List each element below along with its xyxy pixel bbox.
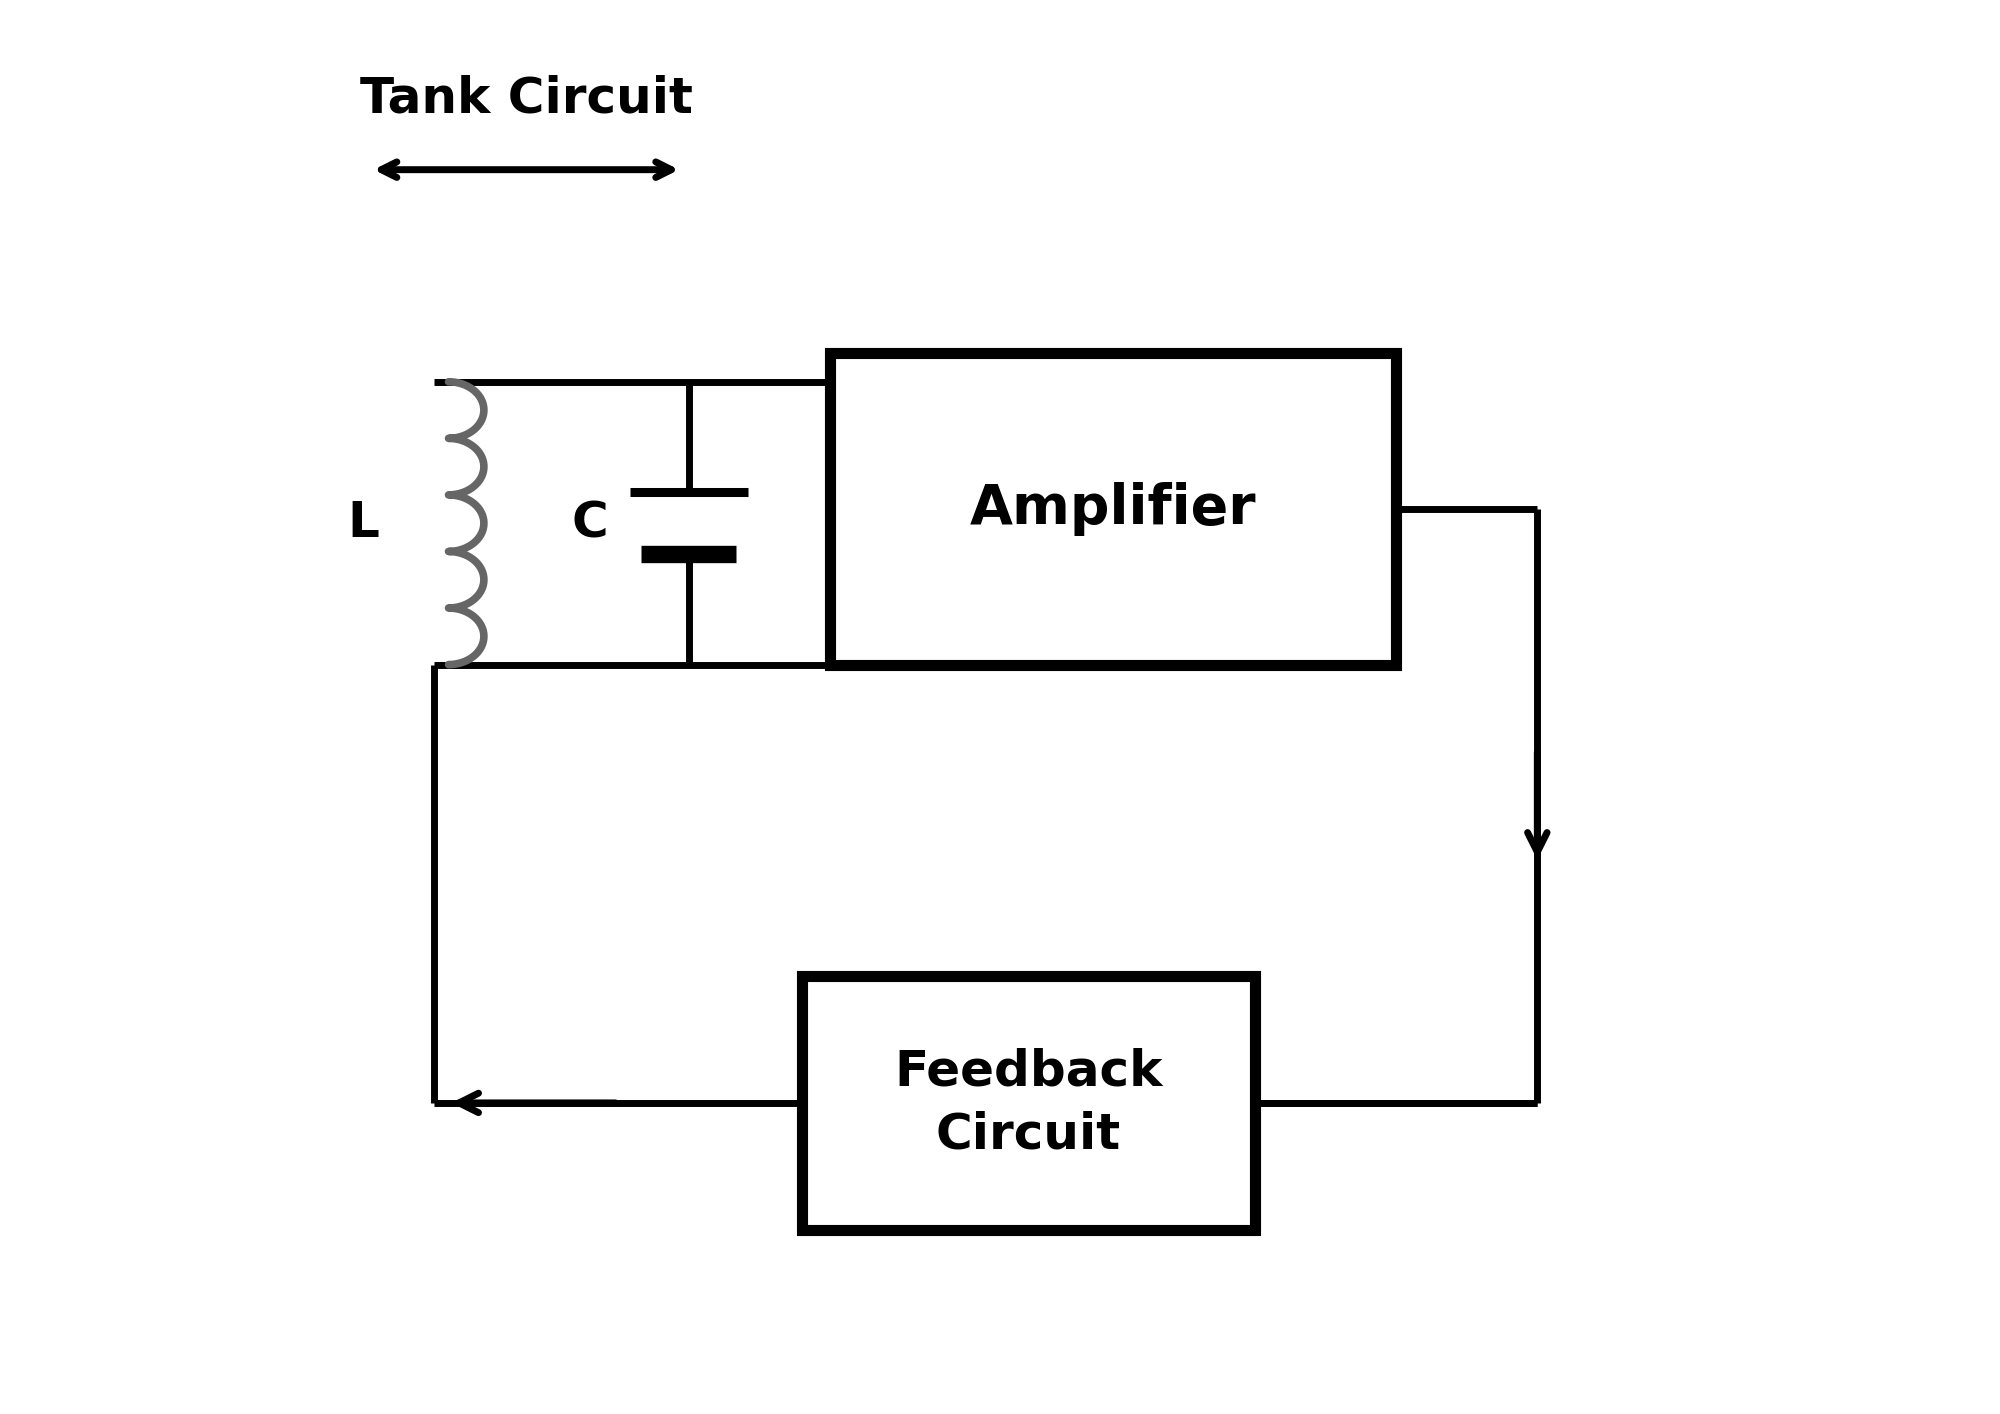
Text: L: L	[348, 499, 380, 547]
Text: Tank Circuit: Tank Circuit	[360, 75, 692, 123]
Text: Feedback
Circuit: Feedback Circuit	[894, 1048, 1162, 1158]
Bar	[802, 976, 1254, 1230]
Bar	[830, 354, 1396, 665]
Text: C: C	[572, 499, 608, 547]
Text: Amplifier: Amplifier	[970, 482, 1256, 536]
